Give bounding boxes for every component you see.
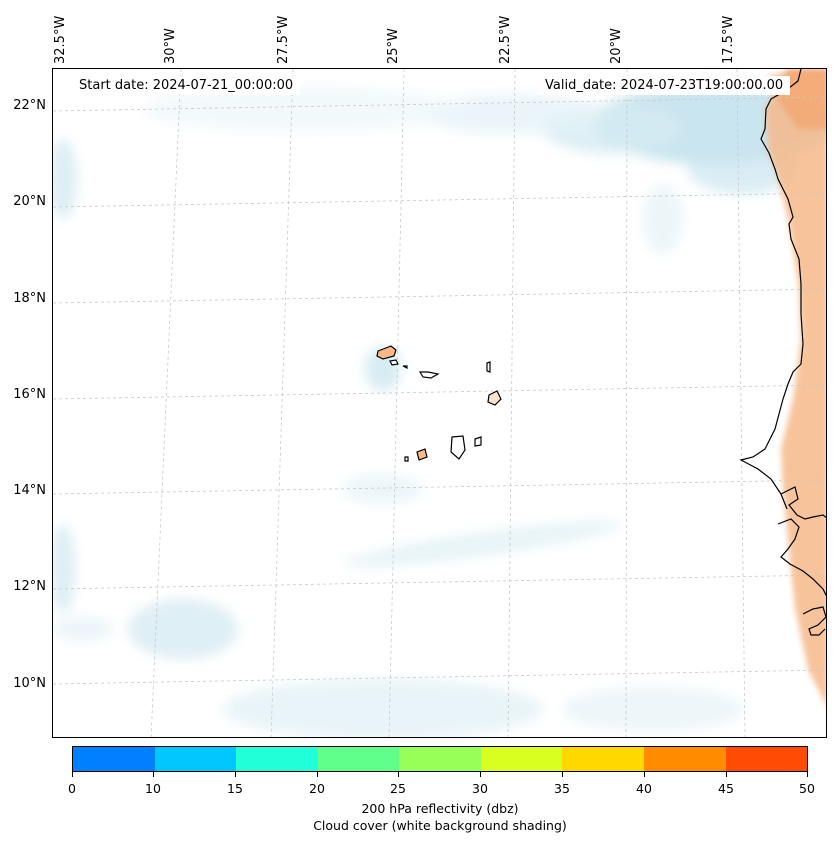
lat-label-20n: 20°N — [13, 194, 46, 209]
lat-label-22n: 22°N — [13, 98, 46, 113]
colorbar-label-35: 35 — [554, 781, 570, 796]
lon-label-25w: 25°W — [386, 28, 401, 64]
colorbar-label-20: 20 — [309, 781, 325, 796]
valid-date-label: Valid_date: 2024-07-23T19:00:00.00 — [538, 76, 791, 95]
colorbar-segment-40-45 — [643, 747, 726, 771]
colorbar-segment-10-15 — [154, 747, 237, 771]
lat-label-10n: 10°N — [13, 676, 46, 691]
lon-label-32-5w: 32.5°W — [53, 15, 68, 64]
colorbar-segment-35-40 — [562, 747, 644, 771]
graticule — [53, 69, 826, 737]
lat-label-12n: 12°N — [13, 579, 46, 594]
colorbar-segment-20-25 — [317, 747, 400, 771]
colorbar-subtitle: Cloud cover (white background shading) — [313, 818, 567, 833]
lon-label-22-5w: 22.5°W — [498, 15, 513, 64]
lon-label-17-5w: 17.5°W — [721, 15, 736, 64]
colorbar-segment-30-35 — [480, 747, 563, 771]
start-date-label: Start date: 2024-07-21_00:00:00 — [72, 76, 301, 95]
colorbar-tick-25 — [398, 772, 399, 777]
colorbar-segment-0-10 — [73, 747, 155, 771]
colorbar-tick-20 — [317, 772, 318, 777]
colorbar-label-50: 50 — [799, 781, 815, 796]
lat-label-16n: 16°N — [13, 387, 46, 402]
colorbar-label-40: 40 — [636, 781, 652, 796]
reflectivity-colorbar — [72, 746, 808, 772]
west-africa-coastline — [739, 69, 826, 636]
lon-label-20w: 20°W — [609, 28, 624, 64]
lon-label-27-5w: 27.5°W — [276, 15, 291, 64]
colorbar-tick-50 — [807, 772, 808, 777]
colorbar-tick-10 — [153, 772, 154, 777]
colorbar-segment-15-20 — [236, 747, 318, 771]
colorbar-label-30: 30 — [472, 781, 488, 796]
lat-label-14n: 14°N — [13, 483, 46, 498]
cloud-cover-shading — [53, 84, 826, 737]
colorbar-label-10: 10 — [145, 781, 161, 796]
colorbar-tick-0 — [72, 772, 73, 777]
colorbar-label-0: 0 — [68, 781, 76, 796]
colorbar-title: 200 hPa reflectivity (dbz) — [361, 801, 519, 816]
colorbar-segment-45-50 — [725, 747, 808, 771]
colorbar-label-45: 45 — [718, 781, 734, 796]
colorbar-label-25: 25 — [390, 781, 406, 796]
colorbar-segment-25-30 — [399, 747, 481, 771]
cape-verde-islands — [376, 345, 502, 462]
colorbar-tick-35 — [562, 772, 563, 777]
lon-label-30w: 30°W — [163, 28, 178, 64]
colorbar-tick-45 — [726, 772, 727, 777]
colorbar-tick-40 — [644, 772, 645, 777]
map-canvas — [53, 69, 826, 737]
colorbar-tick-15 — [235, 772, 236, 777]
colorbar-tick-30 — [480, 772, 481, 777]
map-panel[interactable] — [52, 68, 827, 738]
lat-label-18n: 18°N — [13, 291, 46, 306]
colorbar-label-15: 15 — [227, 781, 243, 796]
